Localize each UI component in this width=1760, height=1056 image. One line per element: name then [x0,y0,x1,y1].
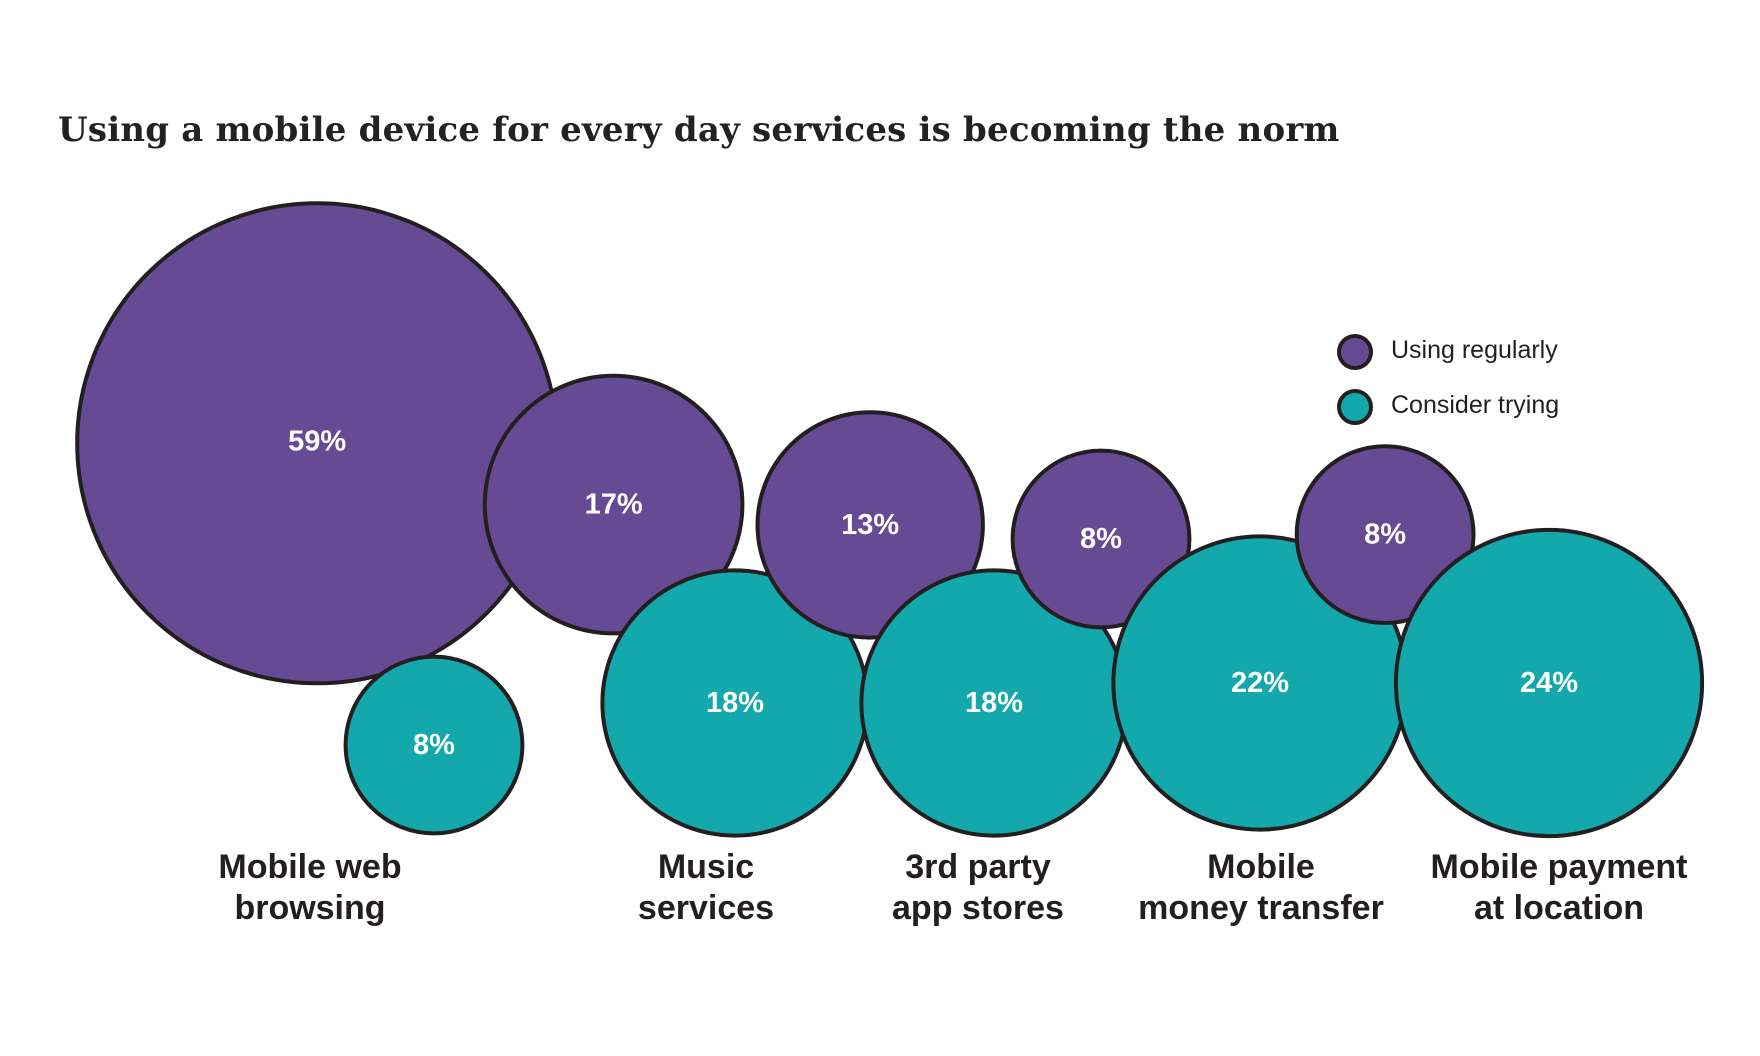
legend-item: Consider trying [1337,389,1559,425]
bubble-using-regularly [1294,444,1476,625]
value-label-consider-trying: 18% [706,687,764,719]
category-label: Music [658,848,754,886]
bubble-using-regularly [755,410,985,640]
value-label-using-regularly: 59% [288,425,346,457]
legend-label: Consider trying [1391,391,1559,419]
legend-swatch [1337,334,1373,370]
category-label: app stores [892,889,1064,927]
value-label-using-regularly: 17% [585,489,643,521]
legend-item: Using regularly [1337,334,1558,370]
bubble-using-regularly [1010,448,1192,630]
bubble-consider-trying [343,654,525,836]
category-label: Mobile [1207,848,1315,886]
value-label-consider-trying: 8% [413,729,455,761]
category-label: at location [1474,889,1644,927]
legend-label: Using regularly [1391,336,1558,364]
category-label: services [638,889,774,927]
category-label: money transfer [1138,889,1384,927]
category-label: browsing [234,889,385,927]
value-label-using-regularly: 8% [1080,523,1122,555]
category-label: 3rd party [905,848,1051,886]
chart-title: Using a mobile device for every day serv… [58,110,1340,150]
value-label-consider-trying: 24% [1520,667,1578,699]
value-label-using-regularly: 13% [841,509,899,541]
category-label: Mobile payment [1431,848,1688,886]
value-label-using-regularly: 8% [1364,519,1406,551]
bubble-consider-trying [1393,527,1705,839]
value-label-consider-trying: 18% [965,687,1023,719]
value-label-consider-trying: 22% [1231,667,1289,699]
bubble-using-regularly [482,373,745,636]
category-label: Mobile web [218,848,401,886]
legend-swatch [1337,389,1373,425]
